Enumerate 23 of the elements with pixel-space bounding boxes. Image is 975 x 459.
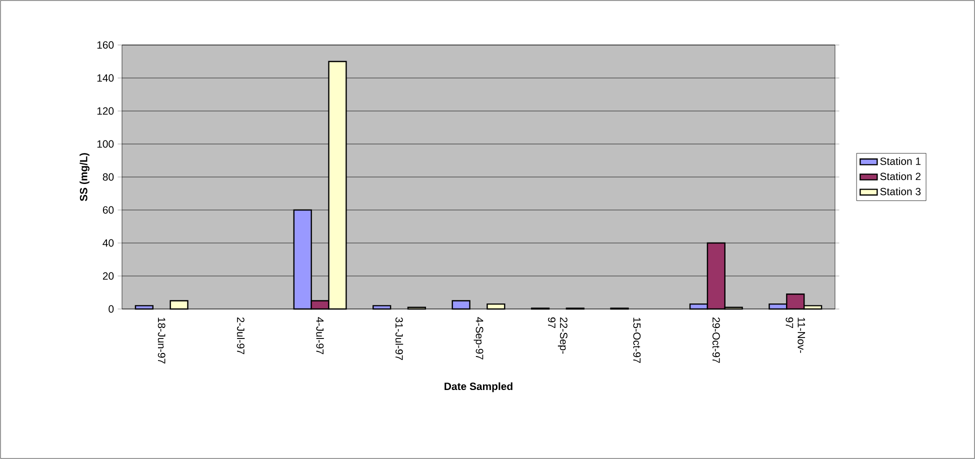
y-tick-label: 40 xyxy=(102,239,114,247)
x-tick-label: 4-Jul-97 xyxy=(316,317,324,354)
x-tick-label: 31-Jul-97 xyxy=(395,317,404,360)
y-tick-label: 80 xyxy=(102,173,114,181)
x-tick-label: 11-Nov-97 xyxy=(786,317,806,353)
legend-label: Station 1 xyxy=(880,157,921,165)
x-axis-title: Date Sampled xyxy=(444,382,512,392)
y-tick-label: 0 xyxy=(108,305,114,313)
y-tick-label: 60 xyxy=(102,206,114,214)
x-tick-label: 22-Sep-97 xyxy=(548,317,568,354)
y-tick-label: 140 xyxy=(97,74,114,82)
y-tick-label: 100 xyxy=(97,140,114,148)
x-tick-label: 2-Jul-97 xyxy=(236,317,245,354)
x-tick-label: 4-Sep-97 xyxy=(474,317,484,360)
y-tick-label: 120 xyxy=(97,107,114,115)
y-tick-label: 20 xyxy=(102,272,114,280)
y-axis-title: SS (mg/L) xyxy=(80,153,90,202)
x-tick-label: 29-Oct-97 xyxy=(712,317,720,363)
x-tick-label: 15-Oct-97 xyxy=(633,318,641,363)
legend-label: Station 2 xyxy=(880,172,921,180)
x-tick-label: 18-Jun-97 xyxy=(158,318,166,364)
legend-label: Station 3 xyxy=(880,188,921,196)
y-tick-label: 160 xyxy=(97,41,114,49)
